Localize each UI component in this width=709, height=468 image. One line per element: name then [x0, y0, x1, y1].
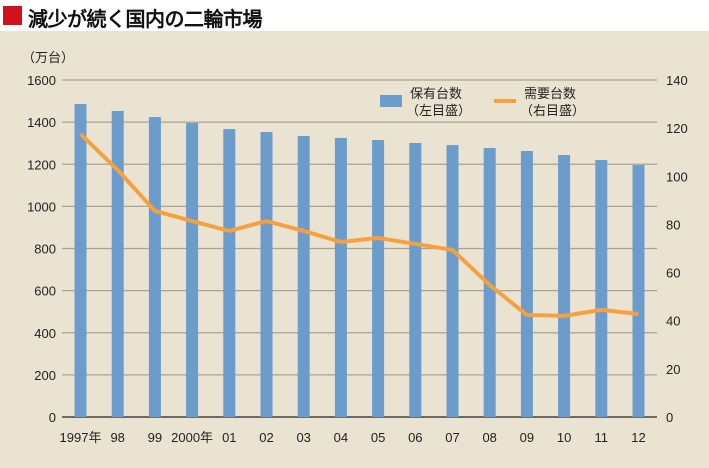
- bar-holdings: [372, 140, 385, 417]
- legend-sub-demand: （右目盛）: [520, 104, 585, 119]
- left-tick-label: 200: [34, 368, 56, 383]
- left-tick-label: 1400: [27, 115, 56, 130]
- right-tick-label: 60: [666, 266, 680, 281]
- chart-header: 減少が続く国内の二輪市場: [0, 0, 709, 31]
- bar-holdings: [558, 154, 571, 418]
- chart-title: 減少が続く国内の二輪市場: [28, 7, 263, 31]
- left-tick-label: 600: [34, 284, 56, 299]
- x-tick-label: 03: [296, 430, 310, 445]
- x-tick-label: 02: [259, 430, 273, 445]
- bar-holdings: [186, 122, 199, 417]
- right-tick-label: 80: [666, 217, 680, 232]
- x-tick-label: 06: [408, 430, 422, 445]
- x-tick-label: 09: [520, 430, 534, 445]
- legend-label-demand: 需要台数: [524, 87, 576, 102]
- left-tick-label: 0: [49, 410, 56, 425]
- legend-label-holdings: 保有台数: [410, 87, 462, 102]
- bar-holdings: [260, 132, 273, 418]
- x-tick-label: 98: [110, 430, 124, 445]
- unit-label: （万台）: [22, 50, 74, 65]
- right-tick-label: 120: [666, 121, 688, 136]
- line-demand: [79, 132, 639, 318]
- left-tick-label: 1200: [27, 157, 56, 172]
- left-tick-label: 1600: [27, 73, 56, 88]
- x-tick-label: 07: [445, 430, 459, 445]
- bar-holdings: [409, 142, 422, 417]
- x-tick-label: 05: [371, 430, 385, 445]
- bar-holdings: [223, 129, 236, 417]
- legend-swatch-line: [494, 99, 516, 103]
- bar-holdings: [520, 150, 533, 417]
- right-tick-label: 100: [666, 169, 688, 184]
- bar-holdings: [297, 136, 310, 417]
- right-tick-label: 140: [666, 73, 688, 88]
- x-tick-label: 99: [148, 430, 162, 445]
- x-tick-label: 01: [222, 430, 236, 445]
- bar-holdings: [595, 160, 608, 417]
- bar-holdings: [446, 145, 459, 417]
- right-tick-label: 40: [666, 314, 680, 329]
- x-tick-label: 12: [631, 430, 645, 445]
- left-tick-label: 400: [34, 326, 56, 341]
- bar-holdings: [632, 165, 645, 417]
- bar-holdings: [148, 117, 161, 417]
- left-tick-label: 1000: [27, 199, 56, 214]
- x-tick-label: 2000年: [171, 430, 213, 445]
- legend-sub-holdings: （左目盛）: [406, 104, 471, 119]
- right-tick-label: 20: [666, 362, 680, 377]
- x-tick-label: 11: [595, 430, 609, 445]
- bar-holdings: [74, 104, 87, 417]
- x-tick-label: 08: [482, 430, 496, 445]
- red-square-marker: [3, 6, 22, 25]
- x-tick-label: 1997年: [60, 430, 102, 445]
- x-tick-label: 04: [334, 430, 348, 445]
- x-tick-label: 10: [557, 430, 571, 445]
- right-tick-label: 0: [666, 410, 673, 425]
- legend: 保有台数 （左目盛） 需要台数 （右目盛）: [380, 87, 585, 119]
- bar-holdings: [334, 137, 347, 417]
- legend-swatch-bar: [380, 95, 402, 107]
- left-tick-label: 800: [34, 242, 56, 257]
- bar-holdings: [111, 110, 124, 417]
